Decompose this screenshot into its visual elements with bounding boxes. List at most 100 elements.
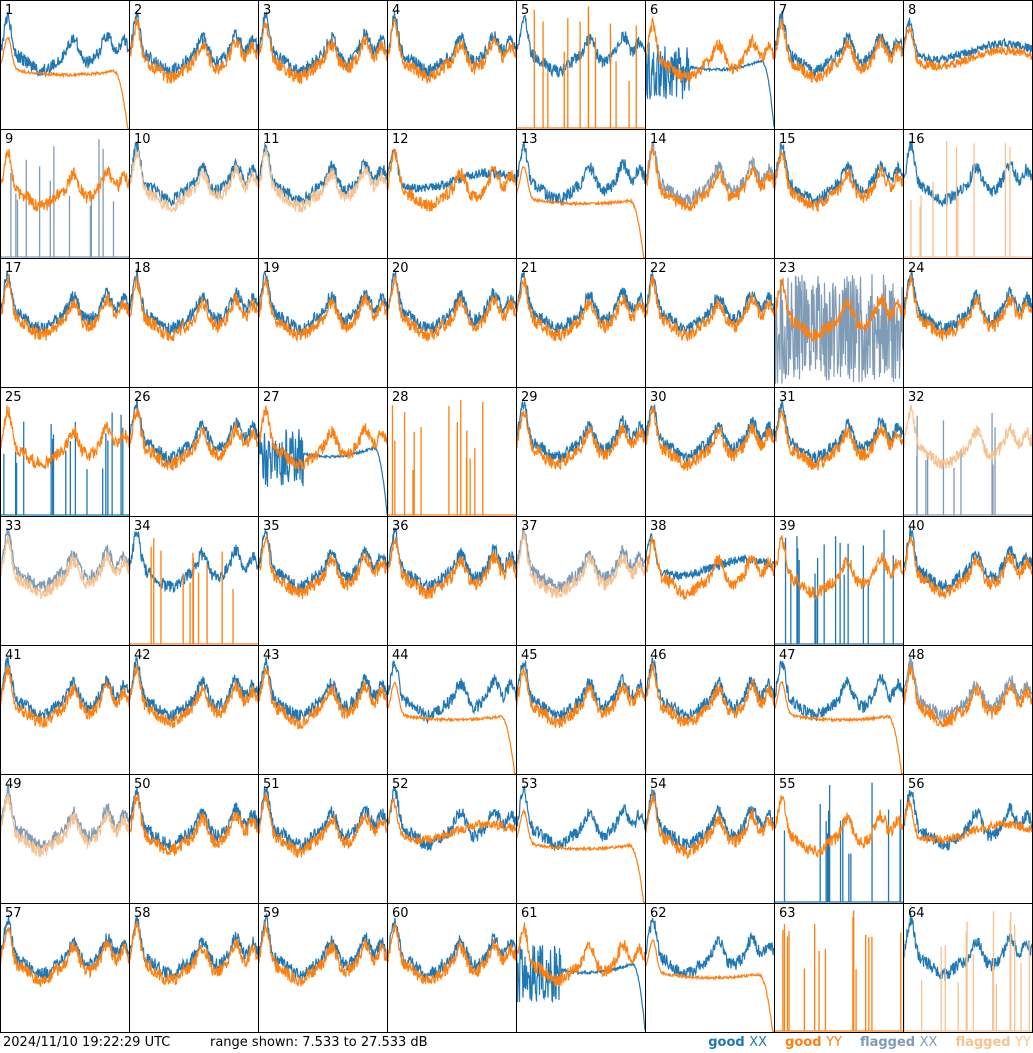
series-yy [774, 795, 904, 858]
panel-label: 42 [134, 648, 151, 663]
series-yy [0, 793, 130, 858]
panel-label: 22 [650, 261, 667, 276]
panel-plot [516, 774, 646, 904]
panel-label: 1 [5, 3, 14, 18]
spectrum-panel: 62 [645, 903, 775, 1033]
legend-state: good [785, 1035, 827, 1050]
panel-label: 13 [521, 132, 538, 147]
spectrum-panel: 64 [903, 903, 1033, 1033]
series-yy [0, 148, 130, 212]
series-xx [645, 271, 775, 334]
series-yy [903, 799, 1033, 846]
panel-frame [903, 903, 1033, 1033]
legend-flagged-xx: flagged XX [860, 1035, 937, 1050]
panel-label: 38 [650, 519, 667, 534]
panel-plot [903, 387, 1033, 517]
legend-state: flagged [859, 1035, 920, 1050]
spectrum-panel: 48 [903, 645, 1033, 775]
spectrum-panel: 32 [903, 387, 1033, 517]
panel-frame [516, 0, 646, 130]
series-xx [0, 412, 129, 516]
series-yy [645, 939, 774, 1032]
series-yy [645, 406, 775, 471]
panel-plot [129, 774, 259, 904]
panel-label: 31 [779, 390, 796, 405]
series-xx [903, 412, 1032, 516]
series-xx [774, 274, 904, 384]
spectrum-panel: 29 [516, 387, 646, 517]
panel-plot [0, 516, 130, 646]
panel-label: 14 [650, 132, 667, 147]
series-yy [516, 276, 646, 343]
series-xx [0, 12, 130, 78]
series-yy [258, 147, 388, 213]
series-yy [0, 36, 129, 129]
panel-plot [516, 516, 646, 646]
panel-label: 46 [650, 648, 667, 663]
spectrum-panel: 25 [0, 387, 130, 517]
spectrum-panel: 26 [129, 387, 259, 517]
series-yy [645, 534, 775, 601]
series-yy [0, 273, 130, 341]
panel-frame [645, 903, 775, 1033]
series-yy [516, 532, 646, 599]
spectrum-panel: 22 [645, 258, 775, 388]
series-yy [516, 666, 646, 729]
series-yy [387, 681, 516, 774]
panel-plot [0, 903, 130, 1033]
panel-plot [645, 903, 775, 1033]
spectrum-panel: 40 [903, 516, 1033, 646]
spectrum-panel: 8 [903, 0, 1033, 130]
series-xx [129, 397, 259, 465]
panel-label: 24 [908, 261, 925, 276]
panel-plot [0, 0, 130, 130]
spectrum-panel: 11 [258, 129, 388, 259]
spectrum-panel: 24 [903, 258, 1033, 388]
panel-plot [903, 774, 1033, 904]
legend-state: flagged [955, 1035, 1016, 1050]
series-yy [129, 18, 259, 84]
panel-label: 15 [779, 132, 796, 147]
legend-pol: YY [1015, 1035, 1031, 1050]
panel-plot [129, 129, 259, 259]
panel-label: 37 [521, 519, 538, 534]
series-yy [774, 680, 903, 774]
panel-plot [0, 387, 130, 517]
panel-label: 62 [650, 906, 667, 921]
series-xx [516, 785, 646, 852]
spectrum-panel: 55 [774, 774, 904, 904]
series-yy [774, 149, 904, 212]
series-yy [129, 275, 259, 342]
panel-plot [516, 129, 646, 259]
panel-label: 28 [392, 390, 409, 405]
series-xx [645, 917, 775, 979]
panel-plot [774, 645, 904, 775]
spectrum-panel: 18 [129, 258, 259, 388]
panel-plot [774, 129, 904, 259]
series-xx [774, 782, 903, 903]
spectrum-panel: 43 [258, 645, 388, 775]
series-yy [903, 274, 1033, 342]
panel-frame [129, 387, 259, 517]
legend-pol: XX [919, 1035, 938, 1050]
spectrum-panel: 17 [0, 258, 130, 388]
panel-plot [645, 387, 775, 517]
series-xx [258, 429, 388, 515]
panel-label: 30 [650, 390, 667, 405]
spectrum-panel: 20 [387, 258, 517, 388]
series-xx [645, 657, 775, 721]
series-yy [129, 149, 259, 213]
series-xx [903, 17, 1033, 64]
panel-plot [903, 903, 1033, 1033]
panel-frame [0, 0, 130, 130]
panel-plot [645, 645, 775, 775]
series-xx [0, 139, 129, 258]
series-yy [774, 407, 904, 471]
panel-plot [774, 258, 904, 388]
spectrum-panel: 59 [258, 903, 388, 1033]
spectrum-panel: 45 [516, 645, 646, 775]
series-xx [903, 140, 1033, 207]
spectrum-panel: 44 [387, 645, 517, 775]
panel-label: 45 [521, 648, 538, 663]
series-yy [258, 276, 388, 343]
